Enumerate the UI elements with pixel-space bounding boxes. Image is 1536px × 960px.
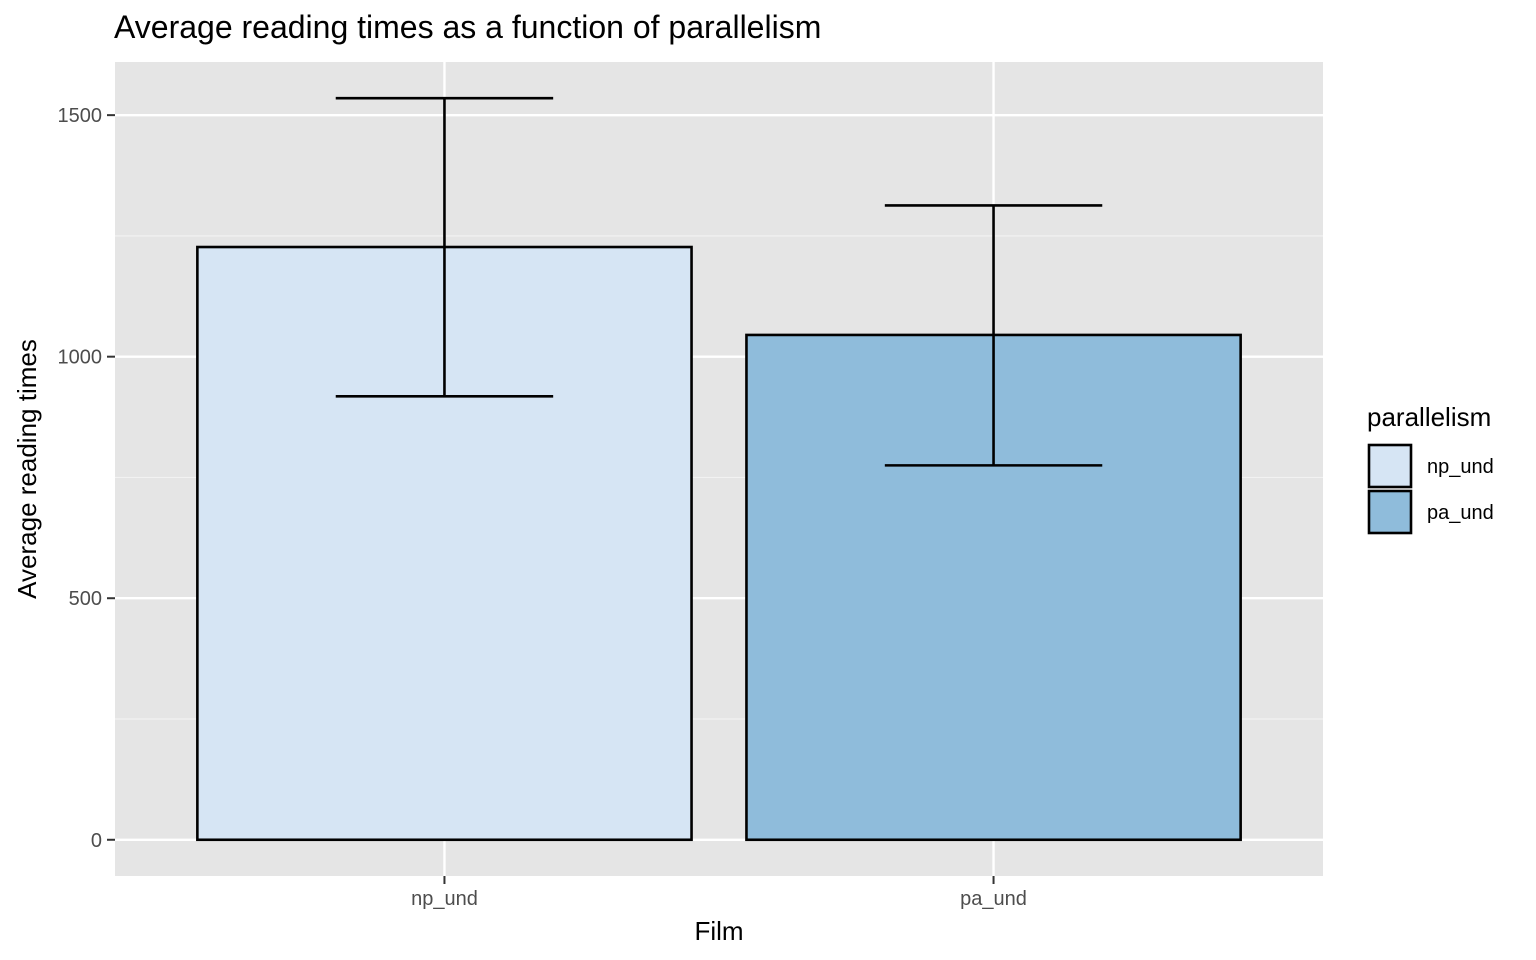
- legend-label-pa_und: pa_und: [1427, 502, 1494, 524]
- y-axis: 0 500 1000 1500: [58, 105, 115, 852]
- x-tick-label: np_und: [411, 888, 478, 910]
- legend-entries: np_und pa_und: [1367, 443, 1494, 535]
- y-tick-label: 0: [91, 830, 102, 852]
- legend-title: parallelism: [1367, 402, 1491, 432]
- legend-key-pa_und: [1367, 489, 1413, 535]
- y-tick-label: 500: [69, 588, 102, 610]
- x-axis: np_und pa_und: [411, 876, 1027, 910]
- legend-label-np_und: np_und: [1427, 456, 1494, 478]
- y-tick-label: 1500: [58, 105, 103, 127]
- chart-title: Average reading times as a function of p…: [114, 9, 821, 45]
- x-tick-label: pa_und: [960, 888, 1027, 910]
- legend-key-np_und: [1367, 443, 1413, 489]
- y-axis-title: Average reading times: [12, 339, 42, 599]
- y-tick-label: 1000: [58, 347, 103, 369]
- legend: parallelism np_und pa_und: [1367, 402, 1494, 535]
- error-bars: [335, 96, 1103, 467]
- x-axis-title: Film: [694, 916, 743, 946]
